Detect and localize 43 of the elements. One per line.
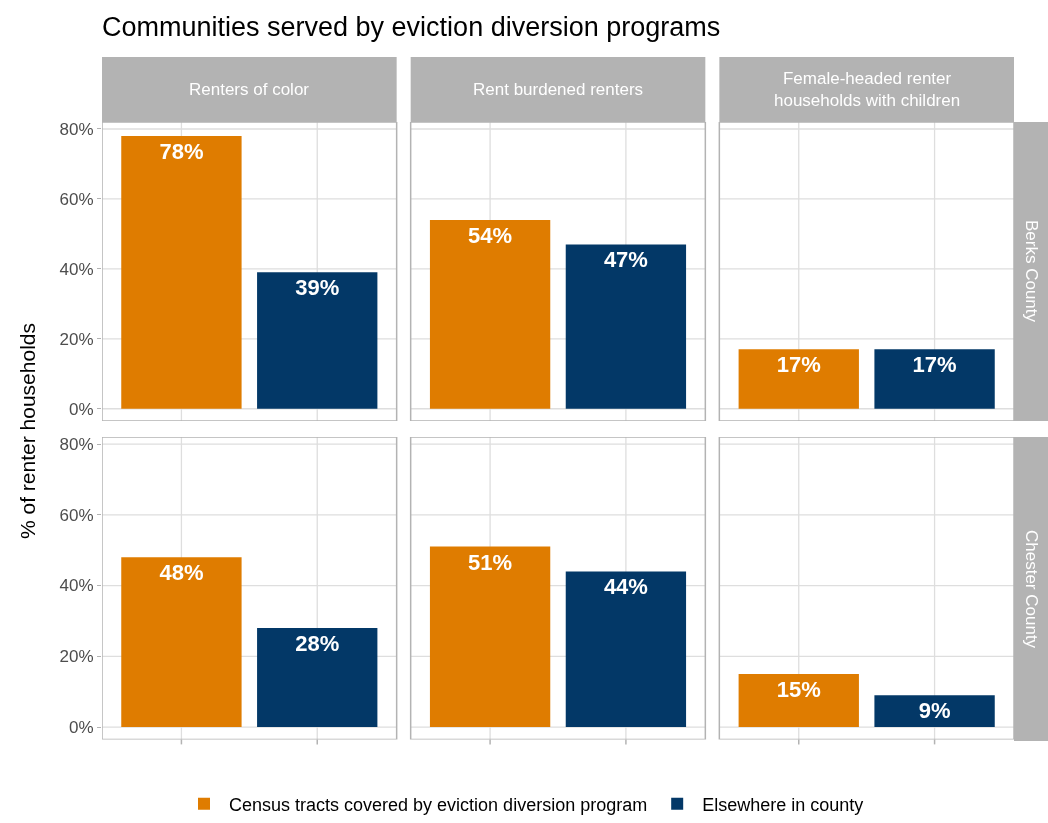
bar	[429, 219, 551, 409]
data-label: 9%	[918, 698, 951, 724]
bar	[121, 135, 242, 409]
y-tick-label: 60%	[59, 189, 94, 209]
data-label: 17%	[776, 352, 821, 378]
bar	[121, 557, 242, 728]
bar	[738, 673, 859, 728]
data-label: 47%	[603, 247, 648, 273]
x-tick-label: Rent burdened renters	[473, 80, 644, 99]
y-tick-label: 40%	[59, 576, 94, 596]
legend-label: Census tracts covered by eviction diversion program	[229, 794, 648, 815]
data-label: 78%	[159, 138, 204, 164]
data-label: 39%	[295, 275, 340, 301]
y-tick-label: 60%	[59, 505, 94, 525]
bar	[257, 627, 378, 728]
y-axis-title: % of renter households	[16, 323, 40, 539]
panel-strip: Berks County	[1014, 122, 1048, 421]
bar	[257, 272, 378, 409]
legend-label: Elsewhere in county	[702, 794, 864, 815]
data-label: 48%	[159, 560, 204, 586]
bar	[565, 571, 687, 728]
bar	[874, 349, 995, 409]
data-label: 28%	[295, 630, 340, 656]
data-label: 44%	[603, 574, 648, 600]
data-label: 54%	[468, 222, 513, 248]
data-label: 51%	[468, 549, 513, 575]
bar	[738, 349, 859, 409]
bar	[429, 546, 551, 728]
data-label: 15%	[776, 676, 821, 702]
panel-strip: Chester County	[1014, 437, 1048, 741]
data-label: 17%	[912, 352, 957, 378]
x-tick-label: Renters of color	[189, 80, 310, 99]
x-tick-label: Female-headed renter households with children	[774, 69, 961, 111]
bar	[874, 695, 995, 728]
y-tick-label: 80%	[59, 434, 94, 454]
y-tick-label: 80%	[59, 119, 94, 139]
bar	[565, 244, 687, 409]
y-tick-label: 0%	[69, 399, 94, 419]
y-tick-label: 40%	[59, 259, 94, 279]
y-tick-label: 0%	[69, 717, 94, 737]
y-tick-label: 20%	[59, 647, 94, 667]
chart-title: Communities served by eviction diversion programs	[102, 12, 721, 43]
y-tick-label: 20%	[59, 329, 94, 349]
